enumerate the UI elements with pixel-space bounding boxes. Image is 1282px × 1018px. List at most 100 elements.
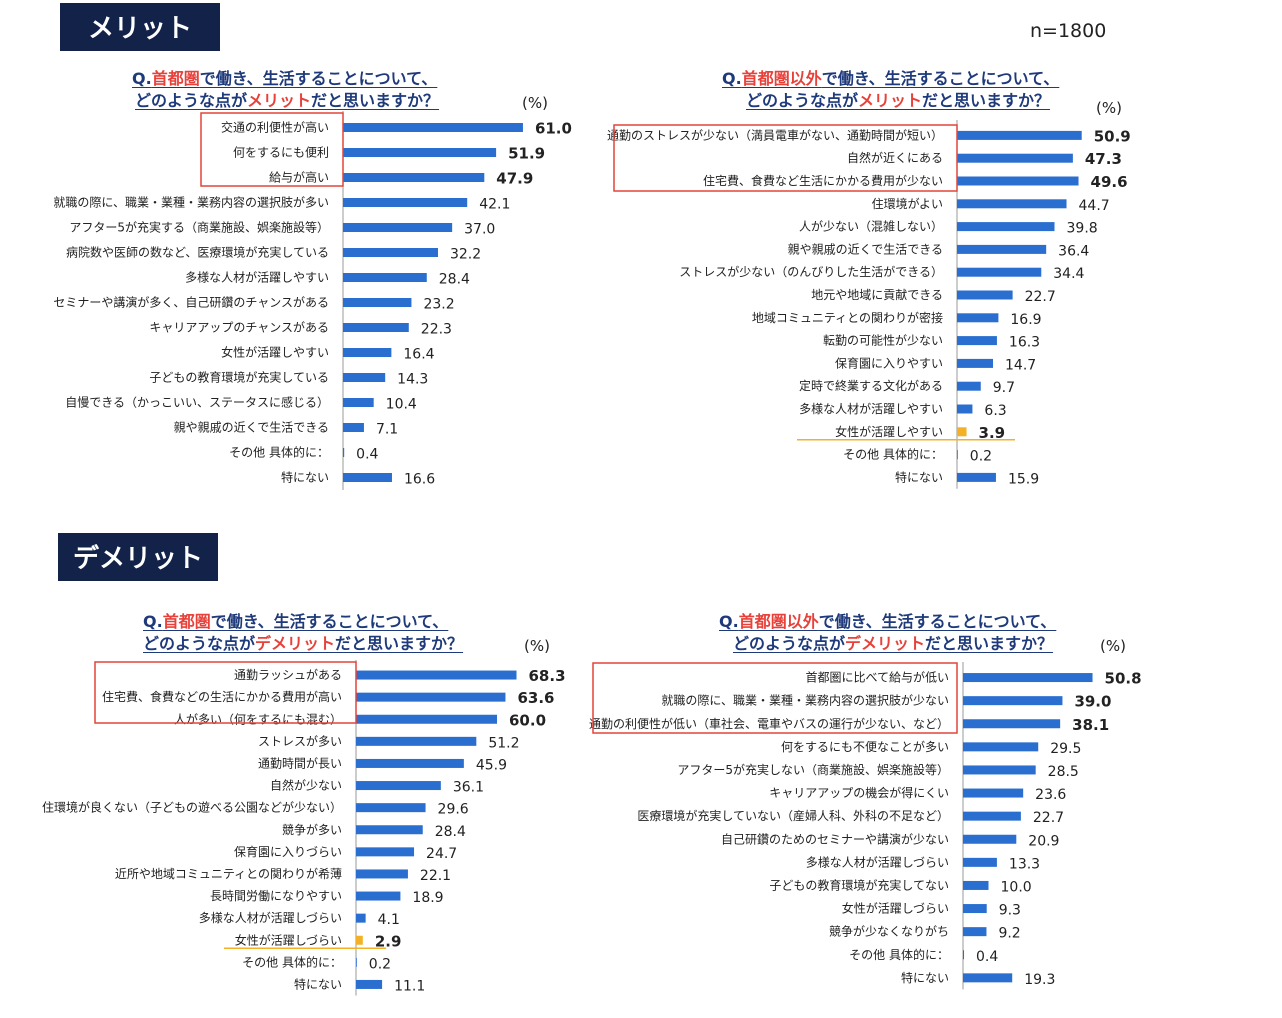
category-label: 何をするにも不便なことが多い — [781, 739, 949, 754]
category-label: 定時で終業する文化がある — [799, 378, 943, 393]
value-label: 32.2 — [450, 247, 481, 263]
category-label: その他 具体的に： — [229, 445, 329, 460]
bar — [343, 198, 468, 207]
category-label: ストレスが少ない（のんびりした生活ができる） — [679, 264, 943, 279]
value-label: 49.6 — [1091, 173, 1128, 191]
bar — [343, 373, 386, 382]
bar — [963, 811, 1021, 821]
chart-merit_non_capital: 通勤のストレスが少ない（満員電車がない、通勤時間が短い） 50.9 自然が近くにある… — [607, 120, 1131, 489]
bar — [343, 448, 345, 457]
category-label: 人が少ない（混雑しない） — [799, 219, 943, 234]
value-label: 50.9 — [1094, 127, 1131, 145]
category-label: 女性が活躍しづらい — [842, 901, 949, 916]
value-label: 34.4 — [1053, 266, 1084, 282]
value-label: 47.9 — [496, 170, 533, 188]
value-label: 36.1 — [453, 780, 484, 796]
value-label: 23.2 — [423, 297, 454, 313]
bar — [356, 957, 357, 967]
value-label: 38.1 — [1072, 716, 1109, 734]
category-label: キャリアアップの機会が得にくい — [769, 785, 949, 800]
value-label: 50.8 — [1105, 670, 1142, 688]
category-label: 地元や地域に貢献できる — [811, 287, 943, 302]
demerit-badge: デメリット — [58, 533, 218, 581]
value-label: 0.4 — [356, 447, 378, 463]
category-label: 自己研鑽のためのセミナーや講演が少ない — [721, 831, 949, 846]
sample-size: n=1800 — [1030, 20, 1107, 42]
bar — [957, 267, 1042, 277]
bar — [343, 123, 523, 132]
value-label: 47.3 — [1085, 150, 1122, 168]
bar — [963, 927, 987, 937]
bar — [957, 381, 981, 391]
category-label: 何をするにも便利 — [233, 146, 329, 160]
value-label: 14.7 — [1005, 357, 1036, 373]
bar — [963, 719, 1061, 729]
value-label: 0.2 — [369, 956, 391, 972]
category-label: 住環境がよい — [872, 196, 943, 211]
merit-badge: メリット — [60, 3, 220, 51]
category-label: アフター5が充実しない（商業施設、娯楽施設等） — [677, 762, 949, 777]
bar — [957, 358, 994, 368]
top-items-frame — [613, 124, 958, 192]
value-label: 22.7 — [1033, 810, 1064, 826]
category-label: 住宅費、食費などの生活にかかる費用が高い — [102, 689, 342, 704]
value-label: 22.3 — [421, 322, 452, 338]
value-label: 4.1 — [378, 912, 400, 928]
bar — [963, 880, 989, 890]
category-label: 親や親戚の近くで生活できる — [174, 421, 329, 435]
bar — [356, 979, 383, 989]
chart-title: Q.首都圏以外で働き、生活することについて、 どのような点がメリットだと思います… — [722, 69, 1060, 110]
category-label: 通勤の利便性が低い（車社会、電車やバスの運行が少ない、など） — [589, 716, 949, 731]
bar — [356, 935, 363, 945]
bar — [343, 473, 392, 482]
value-label: 60.0 — [509, 711, 546, 729]
value-label: 29.6 — [438, 802, 469, 818]
bar — [957, 290, 1013, 300]
bar — [343, 298, 412, 307]
value-label: 11.1 — [394, 978, 425, 994]
category-label: 就職の際に、職業・業種・業務内容の選択肢が多い — [53, 195, 329, 210]
value-label: 9.3 — [999, 903, 1021, 919]
value-label: 23.6 — [1035, 787, 1066, 803]
category-label: キャリアアップのチャンスがある — [149, 320, 329, 335]
value-label: 16.9 — [1010, 312, 1041, 328]
category-label: 地域コミュニティとの関わりが密接 — [752, 310, 943, 325]
chart-demerit_capital: 通勤ラッシュがある 68.3 住宅費、食費などの生活にかかる費用が高い 63.6 人が多… — [42, 660, 566, 996]
bar — [963, 904, 987, 914]
bar — [343, 223, 453, 232]
bar — [343, 423, 364, 432]
bar — [356, 847, 415, 857]
bar — [356, 714, 497, 724]
value-label: 16.3 — [1009, 335, 1040, 351]
category-label: 転勤の可能性が少ない — [823, 333, 943, 348]
top-items-frame — [592, 662, 958, 734]
category-label: 自然が近くにある — [847, 150, 943, 165]
value-label: 18.9 — [412, 890, 443, 906]
bar — [957, 472, 996, 482]
category-label: セミナーや講演が多く、自己研鑽のチャンスがある — [53, 295, 329, 310]
bar — [356, 803, 426, 813]
value-label: 22.1 — [420, 868, 451, 884]
category-label: 給与が高い — [269, 170, 329, 185]
value-label: 61.0 — [535, 120, 572, 138]
bar — [957, 176, 1079, 186]
value-label: 51.9 — [508, 145, 545, 163]
value-label: 16.6 — [404, 472, 435, 488]
value-label: 28.4 — [439, 272, 470, 288]
value-label: 39.8 — [1067, 221, 1098, 237]
value-label: 51.2 — [488, 735, 519, 751]
category-label: ストレスが多い — [258, 733, 342, 748]
value-label: 16.4 — [403, 347, 434, 363]
category-label: 人が多い（何をするにも混む） — [174, 711, 342, 726]
bar — [963, 950, 965, 960]
category-label: 特にない — [901, 970, 949, 985]
category-label: 通勤のストレスが少ない（満員電車がない、通勤時間が短い） — [607, 127, 943, 142]
category-label: 特にない — [281, 470, 329, 485]
category-label: アフター5が充実する（商業施設、娯楽施設等） — [69, 220, 329, 235]
value-label: 9.7 — [993, 380, 1015, 396]
chart-title: Q.首都圏で働き、生活することについて、 どのような点がデメリットだと思いますか… — [143, 612, 464, 653]
value-label: 0.4 — [976, 949, 998, 965]
value-label: 36.4 — [1058, 243, 1089, 259]
value-label: 3.9 — [979, 424, 1006, 442]
